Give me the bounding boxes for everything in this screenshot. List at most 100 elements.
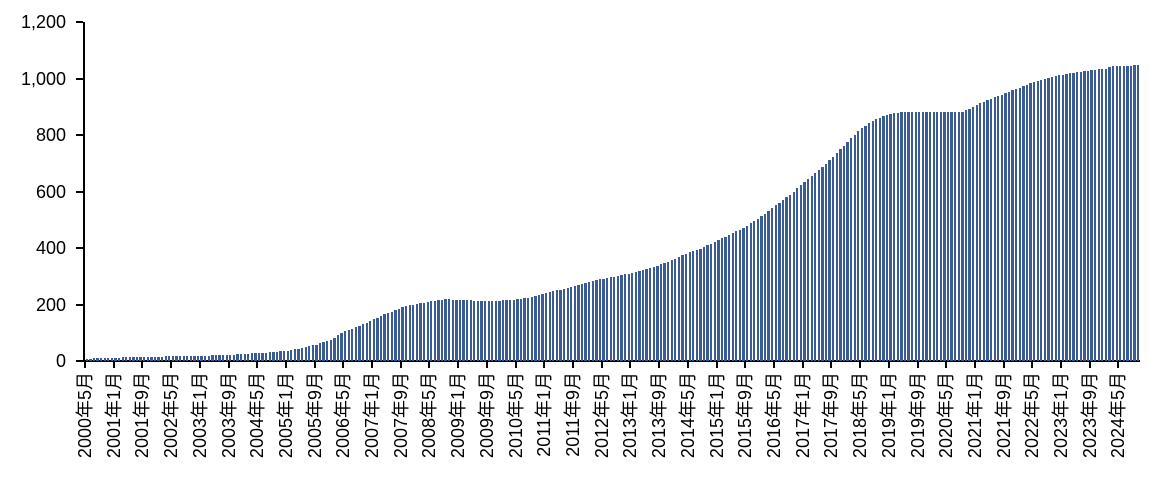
bar <box>903 112 907 361</box>
x-tick <box>772 361 775 368</box>
bar <box>652 266 655 361</box>
y-tick-label: 1,000 <box>20 68 66 89</box>
bar <box>814 173 817 361</box>
bar <box>204 355 207 361</box>
bar <box>623 274 627 361</box>
bar <box>469 300 472 361</box>
bar <box>1083 71 1086 361</box>
bar <box>415 303 419 361</box>
bar <box>247 353 250 361</box>
x-tick <box>715 361 718 368</box>
bar <box>347 329 350 361</box>
bar <box>229 354 232 361</box>
bar <box>390 311 393 361</box>
bar <box>663 262 666 361</box>
bar <box>153 356 157 361</box>
bar <box>835 153 838 361</box>
bar <box>326 340 329 361</box>
bar <box>706 245 709 361</box>
bar <box>1061 74 1064 361</box>
bar <box>928 111 932 361</box>
x-tick <box>973 361 976 368</box>
bar <box>738 229 742 361</box>
bar <box>1076 72 1079 361</box>
x-tick <box>485 361 488 368</box>
x-tick-label: 2002年5月 <box>161 372 182 459</box>
bar <box>466 300 469 361</box>
x-tick <box>141 361 144 368</box>
bar <box>745 225 749 361</box>
bar <box>954 112 957 361</box>
bar <box>631 272 634 361</box>
x-tick <box>887 361 890 368</box>
bar <box>369 320 372 361</box>
bar <box>1022 86 1025 361</box>
x-tick-label: 2019年1月 <box>878 372 899 459</box>
bar <box>842 145 846 361</box>
bar <box>774 205 777 361</box>
bar <box>778 202 781 361</box>
bar <box>1126 65 1129 361</box>
bar <box>918 112 921 361</box>
bar <box>609 277 612 361</box>
x-tick-label: 2008年5月 <box>419 372 440 459</box>
bar <box>1108 67 1111 361</box>
bar <box>577 285 580 361</box>
bar <box>358 325 361 361</box>
x-tick <box>256 361 259 368</box>
bar <box>570 287 573 361</box>
bar <box>1015 88 1018 361</box>
bar <box>311 345 315 361</box>
bar <box>957 111 960 361</box>
y-tick-label: 1,200 <box>20 12 66 32</box>
bar <box>476 300 480 361</box>
bar <box>189 356 192 361</box>
bar <box>383 314 386 361</box>
bar <box>946 112 950 361</box>
bar <box>448 299 451 361</box>
bar <box>799 185 803 361</box>
x-tick <box>371 361 374 368</box>
bar <box>541 294 544 361</box>
x-tick <box>600 361 603 368</box>
bar <box>250 353 253 361</box>
x-tick <box>313 361 316 368</box>
bar <box>211 355 214 361</box>
x-tick <box>629 361 632 368</box>
bar <box>530 297 533 361</box>
bar <box>397 308 401 361</box>
bar <box>1025 84 1029 361</box>
bar <box>1040 79 1043 361</box>
bar <box>724 236 727 361</box>
bar <box>509 299 512 361</box>
x-tick <box>830 361 833 368</box>
bar <box>207 355 210 361</box>
bar <box>796 188 799 361</box>
bar <box>875 118 878 361</box>
bar <box>720 238 724 361</box>
x-tick-label: 2013年1月 <box>620 372 641 459</box>
bar <box>1058 75 1061 361</box>
bar <box>1097 69 1100 361</box>
x-tick <box>916 361 919 368</box>
bar <box>222 355 225 361</box>
x-tick <box>170 361 173 368</box>
bar <box>634 271 637 361</box>
bar <box>742 227 745 361</box>
bar-series <box>85 22 1140 361</box>
bar <box>878 117 881 361</box>
bar <box>257 353 261 361</box>
x-tick <box>686 361 689 368</box>
bar <box>591 281 594 361</box>
bar <box>573 286 576 361</box>
bar <box>993 97 996 361</box>
bar <box>1065 73 1068 361</box>
bar <box>107 357 110 361</box>
x-tick-label: 2010年5月 <box>505 372 526 459</box>
x-tick <box>658 361 661 368</box>
bar <box>121 357 124 361</box>
bar <box>699 248 702 361</box>
bar <box>261 352 264 361</box>
y-tick-label: 800 <box>35 125 66 145</box>
x-tick <box>1088 361 1091 368</box>
